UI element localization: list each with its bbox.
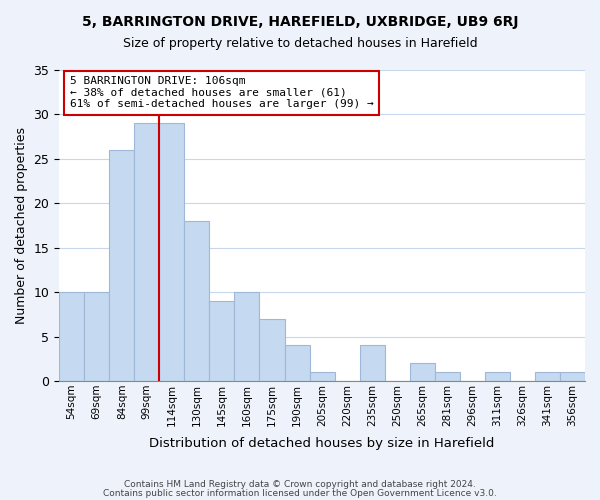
Text: Size of property relative to detached houses in Harefield: Size of property relative to detached ho…	[122, 38, 478, 51]
Bar	[560, 372, 585, 381]
Bar	[134, 124, 160, 381]
Bar	[84, 292, 109, 381]
Y-axis label: Number of detached properties: Number of detached properties	[15, 127, 28, 324]
Bar	[259, 319, 284, 381]
Bar	[209, 301, 235, 381]
Bar	[184, 221, 209, 381]
Text: Contains public sector information licensed under the Open Government Licence v3: Contains public sector information licen…	[103, 489, 497, 498]
Bar	[59, 292, 84, 381]
Bar	[535, 372, 560, 381]
Bar	[410, 363, 435, 381]
Bar	[109, 150, 134, 381]
Bar	[485, 372, 510, 381]
Text: 5, BARRINGTON DRIVE, HAREFIELD, UXBRIDGE, UB9 6RJ: 5, BARRINGTON DRIVE, HAREFIELD, UXBRIDGE…	[82, 15, 518, 29]
Bar	[284, 346, 310, 381]
Bar	[235, 292, 259, 381]
Text: 5 BARRINGTON DRIVE: 106sqm
← 38% of detached houses are smaller (61)
61% of semi: 5 BARRINGTON DRIVE: 106sqm ← 38% of deta…	[70, 76, 373, 110]
Bar	[160, 124, 184, 381]
Bar	[310, 372, 335, 381]
Text: Contains HM Land Registry data © Crown copyright and database right 2024.: Contains HM Land Registry data © Crown c…	[124, 480, 476, 489]
X-axis label: Distribution of detached houses by size in Harefield: Distribution of detached houses by size …	[149, 437, 495, 450]
Bar	[359, 346, 385, 381]
Bar	[435, 372, 460, 381]
